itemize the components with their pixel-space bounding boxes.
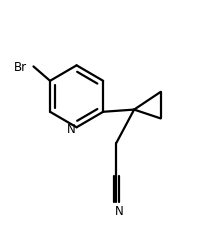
Text: N: N xyxy=(115,204,124,217)
Text: Br: Br xyxy=(14,61,27,74)
Text: N: N xyxy=(67,122,75,135)
